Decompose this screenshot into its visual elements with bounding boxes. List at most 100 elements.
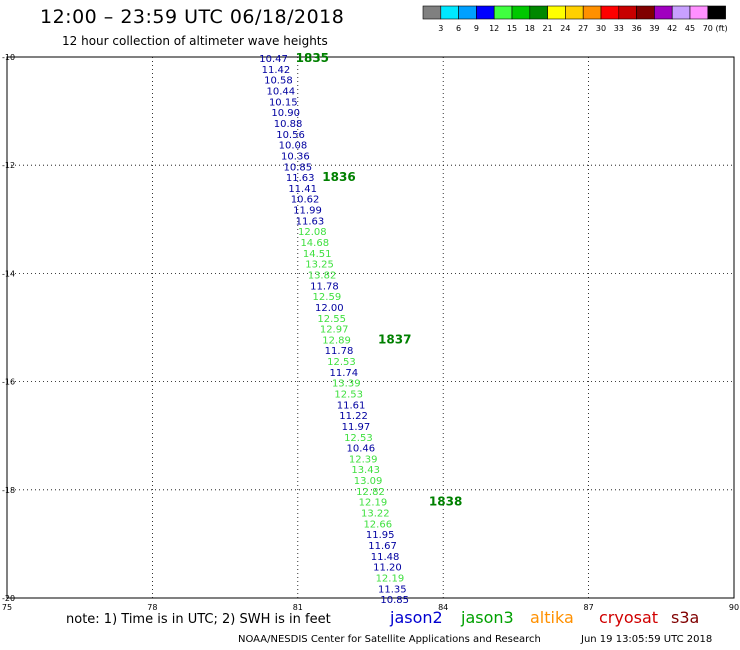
- wave-height-value: 13.22: [361, 509, 390, 520]
- wave-height-value: 11.78: [310, 281, 339, 292]
- wave-height-value: 11.95: [366, 530, 395, 541]
- legend-swatch: [618, 5, 637, 20]
- legend-swatch: [511, 5, 531, 20]
- wave-height-value: 14.51: [303, 249, 332, 260]
- wave-height-value: 12.19: [359, 498, 388, 509]
- wave-height-value: 12.53: [344, 433, 373, 444]
- lat-tick-label: -18: [2, 486, 15, 495]
- legend-jason2: jason2: [390, 608, 443, 627]
- legend-swatch-label: 45: [685, 24, 695, 33]
- wave-height-value: 11.63: [286, 173, 315, 184]
- lat-tick-label: -10: [2, 53, 15, 62]
- legend-swatch: [422, 5, 442, 20]
- wave-height-value: 11.42: [262, 65, 291, 76]
- map-subtitle: 12 hour collection of altimeter wave hei…: [62, 34, 328, 48]
- legend-swatch-label: 27: [578, 24, 588, 33]
- legend-swatch-label: 70: [703, 24, 713, 33]
- wave-height-value: 11.61: [337, 400, 366, 411]
- wave-height-value: 10.56: [276, 130, 305, 141]
- wave-height-value: 10.90: [271, 108, 300, 119]
- wave-height-value: 12.08: [298, 227, 327, 238]
- legend-altika: altika: [530, 608, 574, 627]
- lon-tick-label: 87: [584, 603, 594, 612]
- hour-label: 1838: [429, 495, 462, 509]
- legend-swatch: [689, 5, 709, 20]
- wave-height-value: 10.15: [269, 97, 298, 108]
- legend-swatch: [707, 5, 726, 20]
- legend-swatch: [565, 5, 584, 20]
- wave-height-value: 11.99: [293, 206, 322, 217]
- wave-height-value: 10.62: [291, 195, 320, 206]
- altimeter-track: 10.4711.4210.5810.4410.1510.9010.8810.56…: [259, 54, 409, 606]
- wave-height-value: 12.97: [320, 325, 349, 336]
- legend-swatch: [493, 5, 513, 20]
- wave-height-value: 10.85: [380, 595, 409, 606]
- wave-height-value: 12.00: [315, 303, 344, 314]
- hour-labels: 1835 1836 1837 1838: [296, 51, 463, 509]
- lon-tick-label: 78: [147, 603, 157, 612]
- legend-unit: (ft): [716, 24, 728, 33]
- wave-height-value: 11.35: [378, 584, 407, 595]
- legend-s3a: s3a: [671, 608, 700, 627]
- legend-swatch: [529, 5, 548, 20]
- wave-height-value: 11.41: [288, 184, 317, 195]
- lon-tick-label: 90: [729, 603, 739, 612]
- lat-tick-label: -14: [2, 269, 15, 278]
- wave-height-value: 14.68: [300, 238, 329, 249]
- lon-tick-label: 81: [293, 603, 303, 612]
- legend-swatch-label: 21: [543, 24, 553, 33]
- wave-height-value: 11.78: [325, 346, 354, 357]
- legend-swatch-label: 33: [614, 24, 624, 33]
- wave-height-value: 10.85: [283, 162, 312, 173]
- wave-height-value: 13.09: [354, 476, 383, 487]
- wave-height-value: 10.88: [274, 119, 303, 130]
- legend-jason3: jason3: [461, 608, 514, 627]
- wave-height-value: 10.58: [264, 76, 293, 87]
- wave-height-value: 11.97: [342, 422, 371, 433]
- legend-swatch: [440, 5, 459, 20]
- legend-swatch: [582, 5, 602, 20]
- lat-tick-label: -16: [2, 378, 15, 387]
- hour-label: 1837: [378, 332, 411, 346]
- wave-height-value: 10.44: [267, 87, 296, 98]
- wave-height-value: 11.63: [296, 216, 325, 227]
- wave-height-value: 13.39: [332, 379, 361, 390]
- wave-height-value: 12.66: [363, 519, 392, 530]
- legend-swatch: [671, 5, 691, 20]
- map-frame: [6, 56, 735, 599]
- legend-swatch-label: 30: [596, 24, 606, 33]
- wave-height-value: 12.59: [313, 292, 342, 303]
- color-legend: 3 6 9 12 15 18 21 24 27 30 33 36 39 42 45 70 (ft): [422, 5, 728, 33]
- legend-swatch-label: 12: [489, 24, 499, 33]
- legend-swatch-label: 15: [507, 24, 517, 33]
- wave-height-value: 13.25: [305, 260, 334, 271]
- wave-height-value: 11.48: [371, 552, 400, 563]
- legend-swatch-label: 6: [456, 24, 461, 33]
- legend-swatch: [636, 5, 655, 20]
- wave-height-value: 12.55: [317, 314, 346, 325]
- wave-height-value: 12.53: [327, 357, 356, 368]
- wave-height-value: 12.89: [322, 335, 351, 346]
- legend-swatch: [654, 5, 673, 20]
- wave-height-value: 11.22: [339, 411, 368, 422]
- legend-swatch-label: 39: [649, 24, 659, 33]
- legend-cryosat: cryosat: [599, 608, 659, 627]
- map-title: 12:00 – 23:59 UTC 06/18/2018: [40, 6, 345, 28]
- legend-swatch: [476, 5, 495, 20]
- legend-swatch-label: 3: [438, 24, 443, 33]
- wave-height-value: 12.82: [356, 487, 385, 498]
- lon-tick-label: 75: [2, 603, 12, 612]
- wave-height-value: 10.46: [346, 444, 375, 455]
- wave-height-value: 12.19: [376, 573, 405, 584]
- wave-height-value: 11.20: [373, 563, 402, 574]
- legend-swatch: [547, 5, 566, 20]
- axis-tick-labels: 75 78 81 84 87 90 -10 -12 -14 -16 -18 -20: [2, 53, 739, 612]
- wave-height-value: 11.74: [330, 368, 359, 379]
- note-text: note: 1) Time is in UTC; 2) SWH is in fe…: [66, 612, 331, 627]
- hour-label: 1836: [322, 170, 355, 184]
- legend-swatch-label: 18: [525, 24, 535, 33]
- hour-label: 1835: [296, 51, 329, 65]
- legend-swatch: [458, 5, 477, 20]
- wave-height-value: 10.47: [259, 54, 288, 65]
